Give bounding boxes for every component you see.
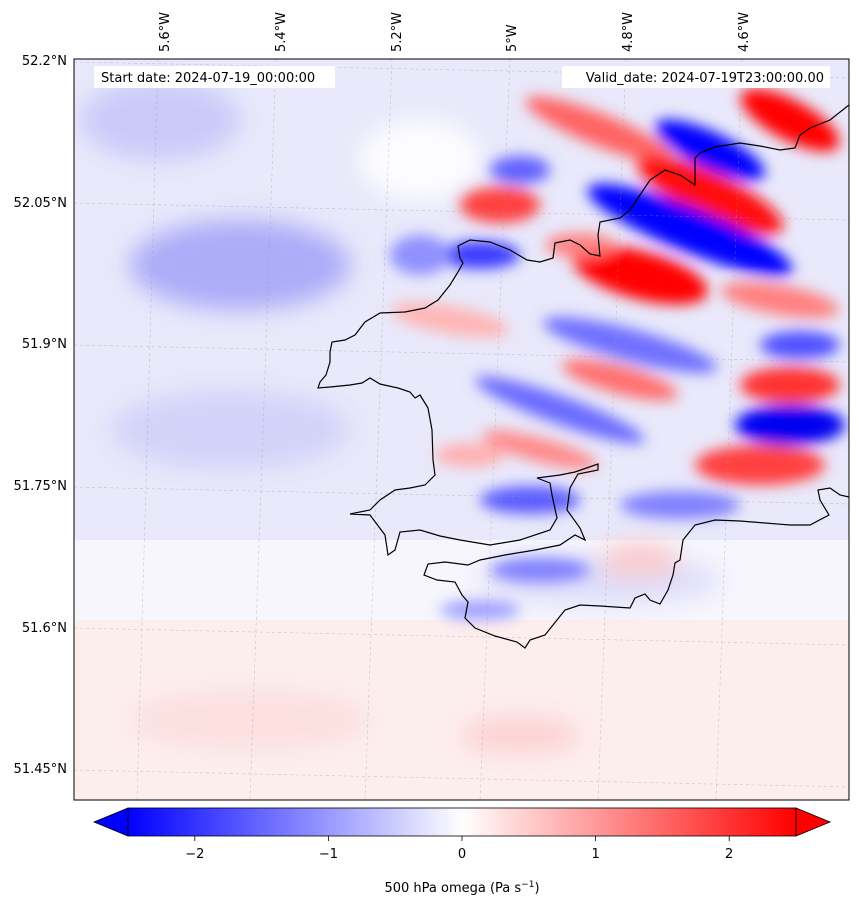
lon-label: 5.6°W <box>158 12 173 52</box>
colorbar: −2 −1 0 1 2 500 hPa omega (Pa s−1) <box>92 807 832 896</box>
latitude-labels: 52.2°N 52.05°N 51.9°N 51.75°N 51.6°N 51.… <box>14 54 67 777</box>
valid-date-label: Valid_date: 2024-07-19T23:00:00.00 <box>586 71 824 86</box>
colorbar-gradient <box>128 808 796 836</box>
lat-label: 51.75°N <box>14 479 67 494</box>
lon-label: 5°W <box>505 24 520 52</box>
lon-label: 4.8°W <box>621 12 636 52</box>
lat-label: 52.05°N <box>14 196 67 211</box>
omega-field <box>74 59 849 800</box>
colorbar-tick-label: 1 <box>591 847 599 862</box>
colorbar-tick-label: 2 <box>725 847 733 862</box>
start-date-box: Start date: 2024-07-19_00:00:00 <box>94 66 335 88</box>
lat-label: 51.45°N <box>14 762 67 777</box>
longitude-labels: 5.6°W 5.4°W 5.2°W 5°W 4.8°W 4.6°W <box>158 12 752 52</box>
valid-date-box: Valid_date: 2024-07-19T23:00:00.00 <box>562 66 830 88</box>
lon-label: 5.2°W <box>390 12 405 52</box>
colorbar-tick-label: −2 <box>185 847 204 862</box>
colorbar-ticks: −2 −1 0 1 2 <box>185 836 733 862</box>
colorbar-extend-min <box>92 807 129 837</box>
lat-label: 51.9°N <box>22 337 67 352</box>
lat-label: 52.2°N <box>22 54 67 69</box>
lon-label: 5.4°W <box>274 12 289 52</box>
lat-label: 51.6°N <box>22 621 67 636</box>
start-date-label: Start date: 2024-07-19_00:00:00 <box>101 71 315 86</box>
graticule <box>74 59 849 800</box>
coastline <box>317 104 849 649</box>
colorbar-tick-label: −1 <box>319 847 338 862</box>
map-frame <box>73 58 850 801</box>
lon-label: 4.6°W <box>737 12 752 52</box>
colorbar-tick-label: 0 <box>458 847 466 862</box>
colorbar-label: 500 hPa omega (Pa s−1) <box>384 880 539 896</box>
colorbar-extend-max <box>795 807 832 837</box>
